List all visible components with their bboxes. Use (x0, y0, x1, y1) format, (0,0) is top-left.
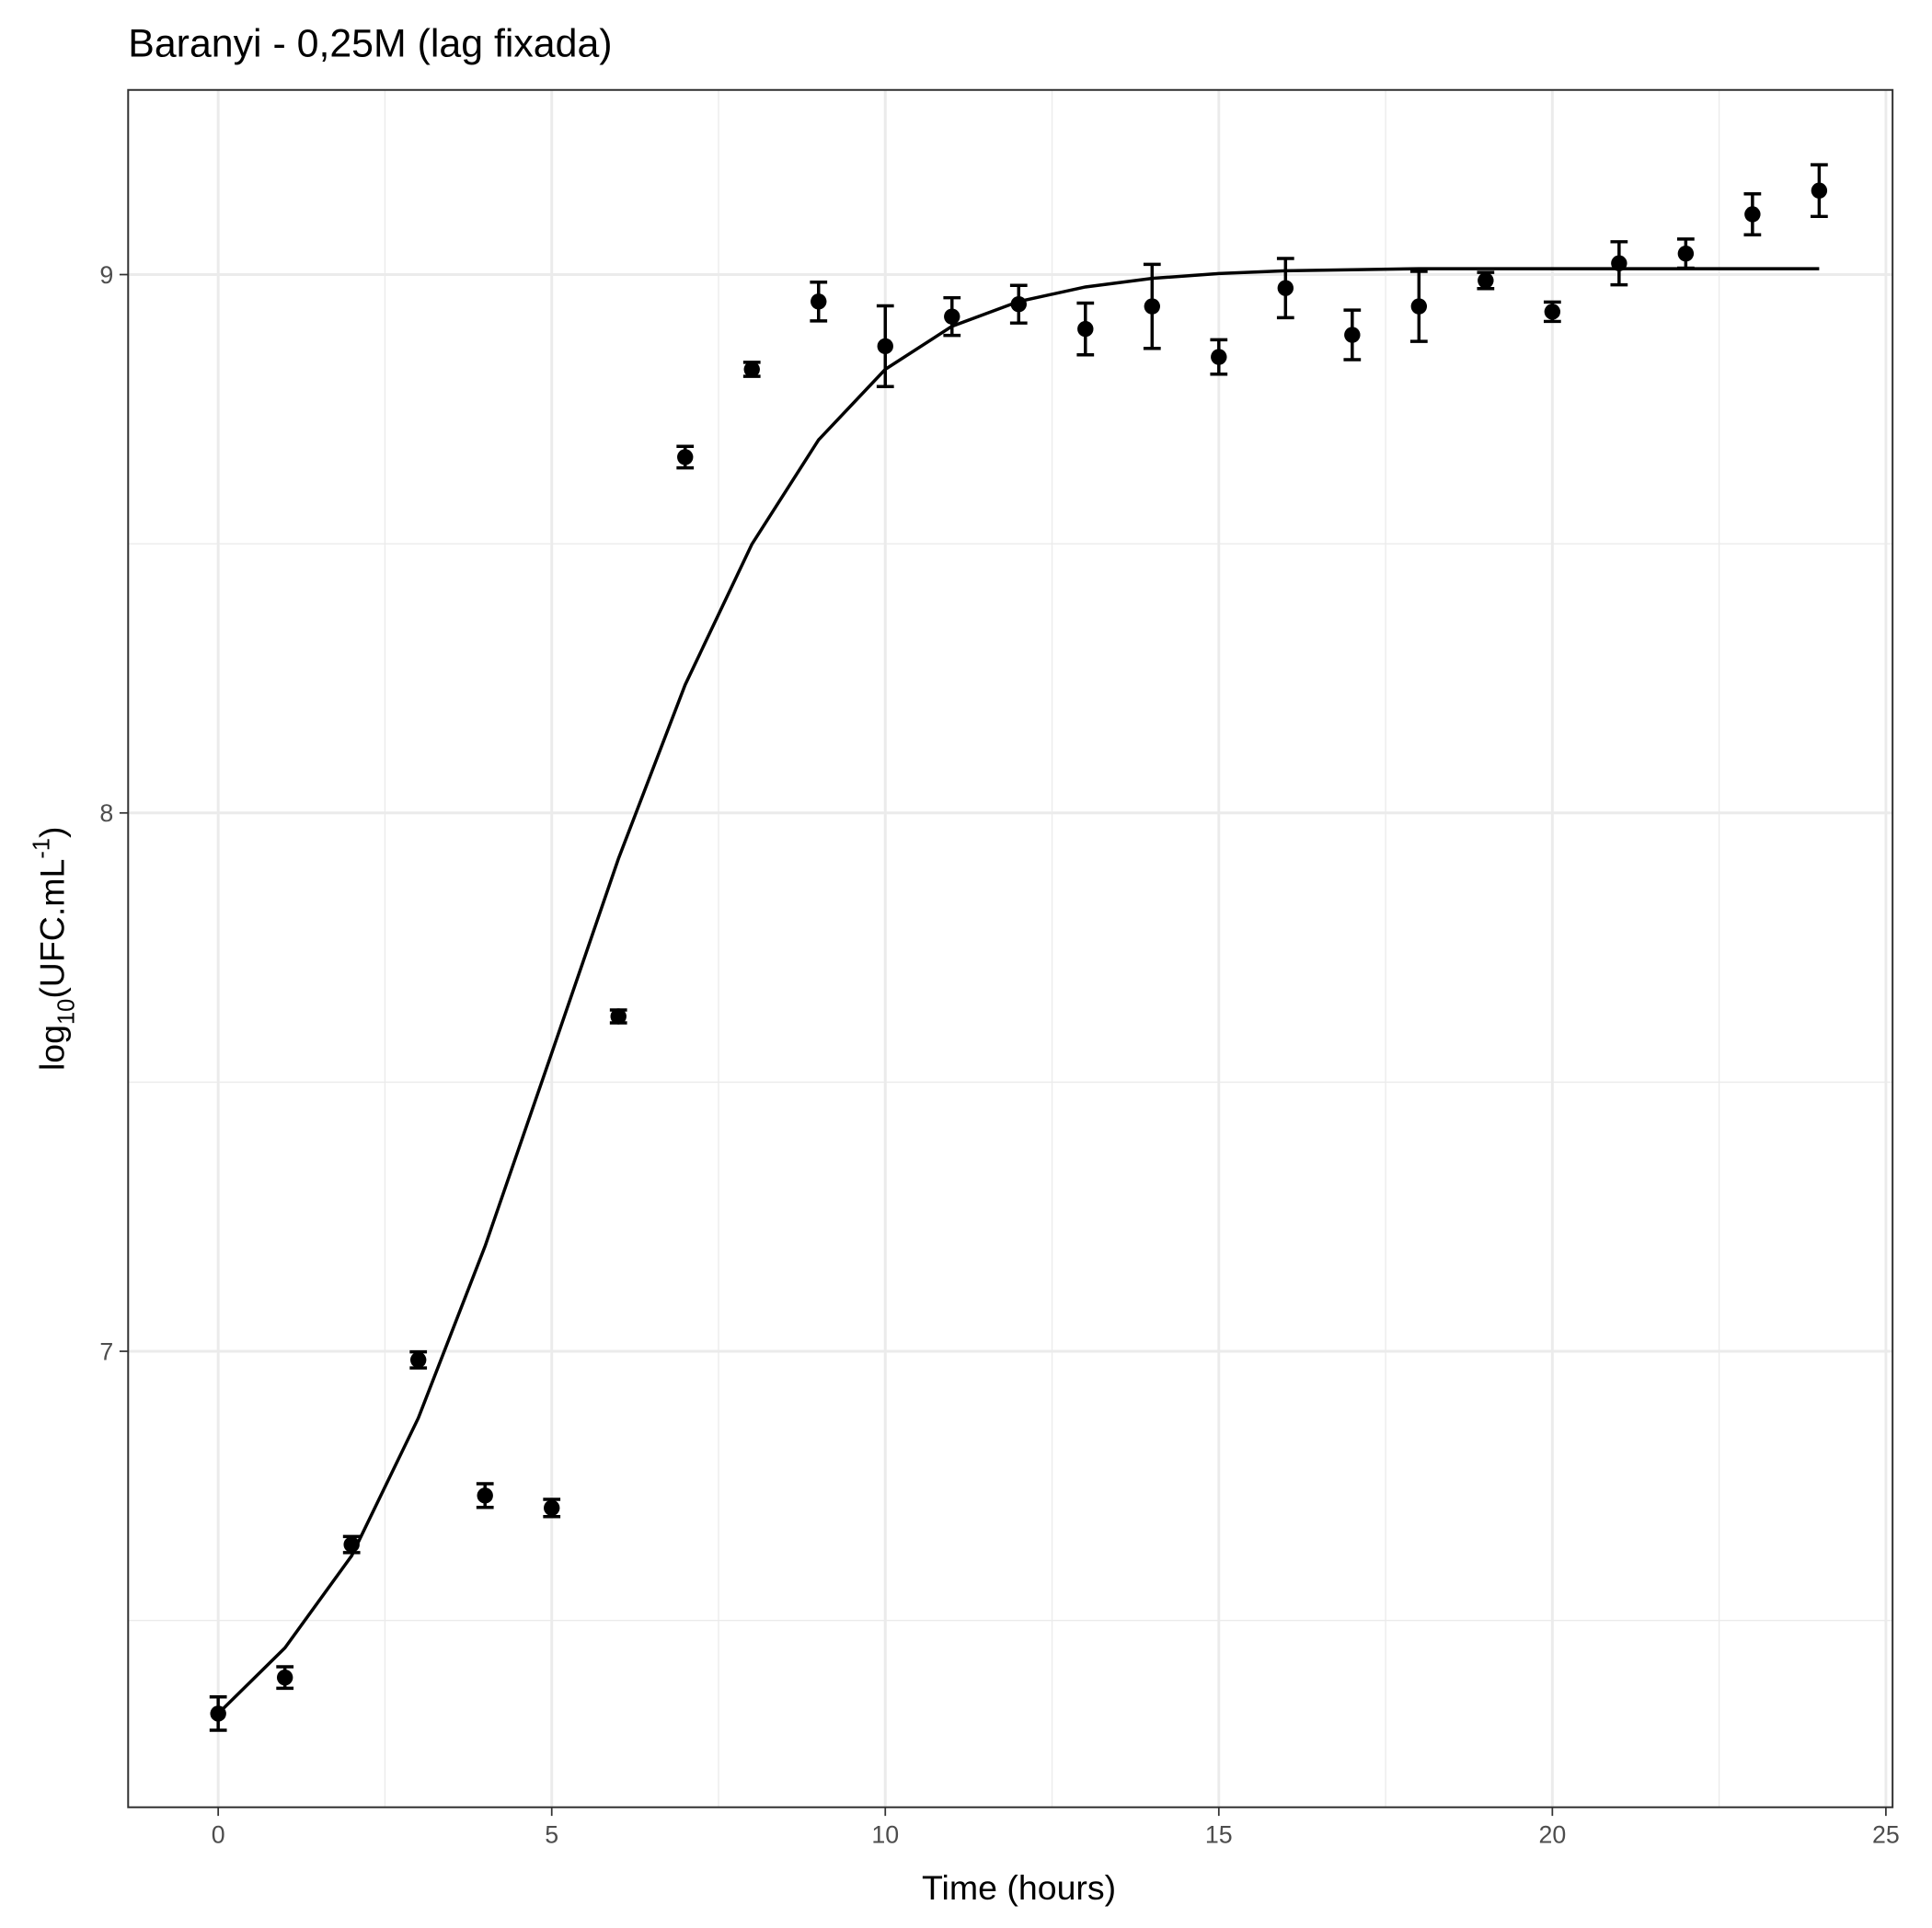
y-axis-label-part: 10 (53, 999, 79, 1025)
x-tick-label: 15 (1205, 1821, 1233, 1849)
x-tick-label: 5 (545, 1821, 558, 1849)
x-tick-label: 0 (212, 1821, 225, 1849)
plot-background (128, 89, 1893, 1808)
y-tick-label: 9 (99, 261, 113, 289)
y-tick-label: 8 (99, 799, 113, 827)
y-axis-label-part: log (33, 1025, 72, 1071)
x-tick-label: 20 (1538, 1821, 1566, 1849)
data-point (1277, 280, 1294, 296)
data-point (276, 1669, 293, 1686)
data-point (544, 1499, 560, 1517)
data-point (1144, 298, 1161, 315)
x-tick-label: 25 (1872, 1821, 1900, 1849)
data-point (1811, 182, 1828, 199)
y-tick-label: 7 (99, 1337, 113, 1365)
y-axis-label-part: -1 (29, 838, 55, 859)
data-point (409, 1351, 427, 1369)
data-point (677, 449, 694, 465)
chart-title: Baranyi - 0,25M (lag fixada) (128, 22, 612, 66)
fit-line (216, 267, 1820, 1716)
data-point (1544, 304, 1561, 320)
x-tick-label: 10 (871, 1821, 899, 1849)
data-point (1410, 298, 1428, 315)
y-axis-label-part: (UFC.mL (33, 859, 72, 999)
data-point (1478, 272, 1494, 289)
y-axis-label-part: ) (33, 826, 72, 838)
data-point (944, 308, 960, 325)
data-point (877, 338, 893, 355)
data-point (477, 1487, 493, 1504)
y-axis-label: log10(UFC.mL-1) (29, 826, 80, 1071)
data-point (1344, 327, 1361, 343)
data-point (743, 361, 760, 378)
plot-border (127, 88, 1894, 1808)
data-point (1677, 245, 1695, 262)
data-point (1077, 320, 1094, 338)
data-point (1211, 349, 1227, 365)
data-point (811, 293, 827, 310)
x-axis-label: Time (hours) (922, 1868, 1116, 1907)
data-point (610, 1008, 627, 1025)
data-point (1744, 206, 1761, 223)
